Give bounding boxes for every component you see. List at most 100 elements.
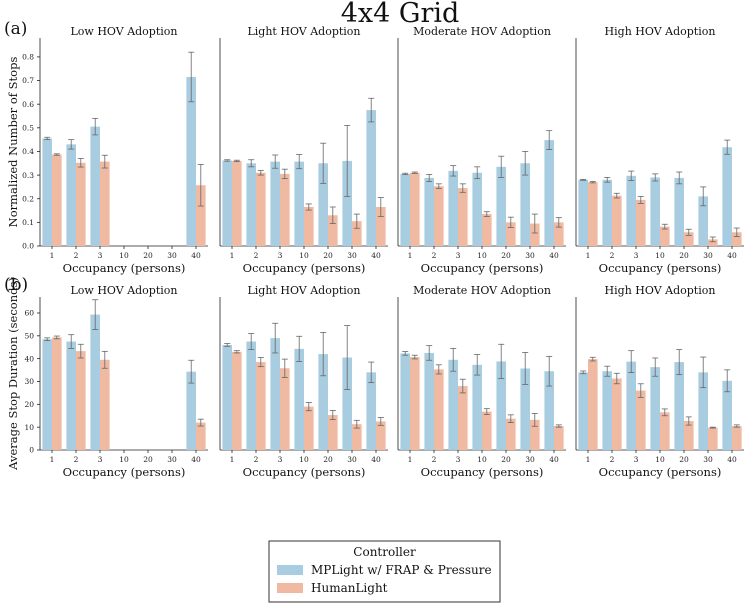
x-tick-label: 1 [586,455,591,464]
bar-mplight [222,344,232,450]
bar-humanlight [232,351,242,450]
x-tick-label: 3 [456,251,461,260]
y-tick-label: 0.8 [22,53,34,62]
x-axis-label: Occupancy (persons) [421,465,544,479]
legend: Controller MPLight w/ FRAP & Pressure Hu… [268,540,501,603]
bar-mplight [698,372,708,450]
bar-humanlight [376,207,386,246]
bar-humanlight [280,173,290,246]
panel-stops-3: Moderate HOV Adoption 1 2 3 10 20 30 40 Occupanc… [397,25,566,275]
bar-humanlight [506,222,516,246]
bar-mplight [578,372,588,450]
x-tick-label: 2 [610,251,615,260]
bar-mplight [472,364,482,450]
x-tick-label: 2 [432,251,437,260]
x-tick-label: 40 [727,251,737,260]
x-tick-label: 2 [254,455,259,464]
x-tick-label: 30 [525,455,535,464]
bar-humanlight [684,420,694,450]
x-axis-label: Occupancy (persons) [243,465,366,479]
bar-mplight [318,354,328,450]
bar-humanlight [588,359,598,450]
row-label-b: (b) [4,275,28,295]
x-tick-label: 1 [230,455,235,464]
x-tick-label: 1 [230,251,235,260]
bar-humanlight [304,406,314,450]
bar-humanlight [304,207,314,246]
x-tick-label: 30 [703,455,713,464]
bar-mplight [246,163,256,246]
bar-mplight [222,160,232,246]
bar-humanlight [732,232,742,246]
x-axis-label: Occupancy (persons) [63,261,186,275]
x-axis-label: Occupancy (persons) [63,465,186,479]
bar-humanlight [410,357,420,450]
bar-humanlight [506,418,516,450]
bar-mplight [722,380,732,450]
bar-mplight [90,314,100,450]
x-tick-label: 20 [143,455,153,464]
bar-humanlight [256,172,266,246]
bar-mplight [602,179,612,246]
panel-duration-2: Light HOV Adoption 1 2 3 10 20 30 40 Occupancy (… [219,284,388,479]
x-axis-label: Occupancy (persons) [421,261,544,275]
x-tick-label: 30 [347,455,357,464]
bar-humanlight [434,369,444,450]
bar-humanlight [256,362,266,450]
x-tick-label: 2 [74,251,79,260]
y-tick-label: 0.4 [22,147,34,156]
x-tick-label: 2 [254,251,259,260]
bar-mplight [722,147,732,246]
bar-mplight [400,353,410,450]
bar-humanlight [612,195,622,246]
panel-duration-1: Low HOV Adoption 0 10 20 30 40 50 60 1 2 3 10 20 30 40… [6,277,208,479]
bar-humanlight [76,351,86,450]
x-axis-label: Occupancy (persons) [599,261,722,275]
panel-title: Moderate HOV Adoption [413,25,551,38]
bar-humanlight [52,337,62,450]
x-tick-label: 1 [50,251,55,260]
panels: Low HOV Adoption 0.0 0.1 0.2 0.3 0.4 0.5 0.6 0.7… [6,25,744,479]
y-tick-label: 0.1 [22,218,34,227]
bar-mplight [650,367,660,450]
y-tick-label: 0.2 [22,194,34,203]
bar-humanlight [76,162,86,246]
x-tick-label: 1 [50,455,55,464]
y-tick-label: 10 [24,423,34,432]
bar-mplight [650,177,660,246]
x-tick-label: 10 [655,455,665,464]
x-tick-label: 40 [191,455,201,464]
x-tick-label: 1 [408,455,413,464]
legend-title: Controller [353,545,416,559]
x-tick-label: 40 [371,455,381,464]
x-tick-label: 3 [98,251,103,260]
bar-mplight [270,338,280,450]
x-tick-label: 2 [432,455,437,464]
bar-humanlight [530,223,540,246]
bar-humanlight [588,182,598,246]
x-tick-label: 30 [525,251,535,260]
bar-humanlight [100,161,110,246]
y-tick-label: 0.6 [22,100,34,109]
bar-mplight [496,166,506,246]
panel-duration-3: Moderate HOV Adoption 1 2 3 10 20 30 40 Occupanc… [397,284,566,479]
bar-humanlight [660,412,670,450]
x-tick-label: 30 [347,251,357,260]
bar-humanlight [458,188,468,246]
bar-mplight [578,179,588,246]
bar-mplight [90,126,100,246]
bar-humanlight [612,378,622,450]
y-tick-label: 0.7 [22,76,34,85]
legend-swatch-mplight [277,565,303,575]
panel-title: High HOV Adoption [605,284,716,297]
bar-mplight [294,161,304,246]
bar-humanlight [684,232,694,246]
panel-title: High HOV Adoption [605,25,716,38]
bar-mplight [42,339,52,450]
bar-mplight [400,173,410,246]
legend-swatch-humanlight [277,583,303,593]
panel-stops-4: High HOV Adoption 1 2 3 10 20 30 40 Occupancy (p… [575,25,744,275]
x-tick-label: 10 [299,251,309,260]
bar-humanlight [530,419,540,450]
x-tick-label: 20 [143,251,153,260]
